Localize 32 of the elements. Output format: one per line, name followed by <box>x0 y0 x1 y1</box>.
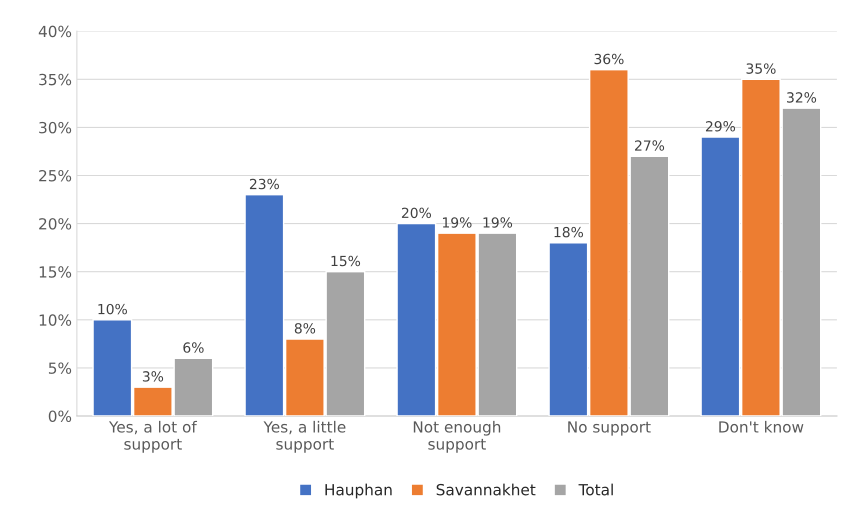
y-tick-label: 5% <box>48 362 72 374</box>
text: 18% <box>554 226 584 238</box>
legend-label: Savannakhet <box>436 484 536 496</box>
text: 32% <box>787 92 816 103</box>
text: 10% <box>98 304 127 314</box>
text: 3% <box>142 371 164 382</box>
y-tick-label: 0% <box>48 410 72 422</box>
text: 15% <box>332 256 360 266</box>
text: 27% <box>635 140 664 151</box>
x-tick-label: Yes, a lot of support <box>108 420 198 453</box>
text: 29% <box>706 121 736 132</box>
text: 36% <box>594 54 624 64</box>
x-tick-label: No support <box>568 421 651 436</box>
y-tick-label: 20% <box>39 218 72 230</box>
text: 20% <box>402 208 432 218</box>
legend-label: Hauphan <box>325 484 392 498</box>
x-tick-label: Don't know <box>719 420 804 433</box>
text: 35% <box>746 63 776 74</box>
y-tick-label: 35% <box>39 74 72 86</box>
text: 8% <box>294 323 316 334</box>
text: 19% <box>484 217 512 228</box>
legend-label: Total <box>578 484 613 496</box>
x-tick-label: Yes, a little support <box>263 420 346 453</box>
y-tick-label: 40% <box>38 26 72 38</box>
text: 23% <box>250 178 280 190</box>
y-tick-label: 25% <box>39 170 72 182</box>
y-tick-label: 15% <box>40 266 72 278</box>
text: 19% <box>442 217 472 228</box>
text: 6% <box>183 342 204 353</box>
x-tick-label: Not enough support <box>414 420 500 453</box>
y-tick-label: 10% <box>40 314 72 326</box>
y-tick-label: 30% <box>39 122 72 134</box>
